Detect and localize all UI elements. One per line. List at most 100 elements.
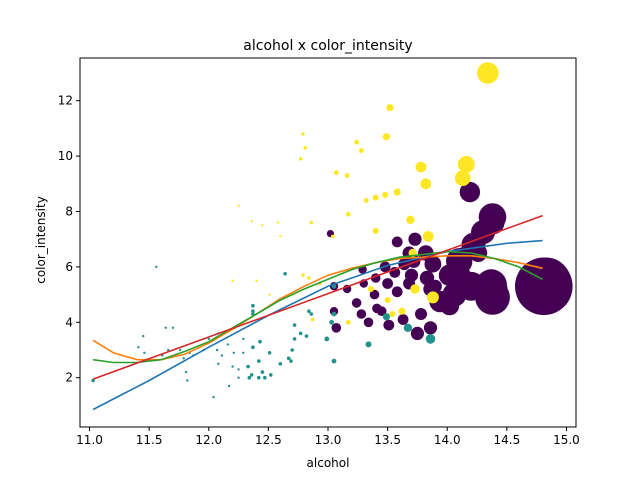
x-tick-label: 12.5	[255, 433, 282, 447]
data-point	[207, 337, 210, 341]
data-point	[298, 331, 303, 336]
data-point	[459, 181, 481, 203]
data-point	[363, 198, 369, 203]
data-point	[426, 291, 439, 304]
data-point	[410, 284, 420, 294]
data-point	[386, 104, 394, 112]
data-point	[415, 161, 427, 173]
data-point	[186, 379, 189, 382]
data-point	[304, 334, 309, 338]
data-point	[345, 319, 351, 325]
data-point	[406, 215, 415, 224]
data-point	[242, 337, 245, 341]
data-point	[220, 354, 224, 357]
data-point	[309, 220, 314, 225]
data-point	[257, 375, 261, 380]
data-point	[179, 348, 182, 352]
data-point	[292, 323, 297, 327]
data-point	[391, 236, 403, 248]
data-point	[453, 284, 470, 300]
data-point	[292, 337, 297, 341]
data-point	[237, 204, 240, 208]
data-point	[232, 351, 235, 354]
data-point	[382, 278, 393, 289]
data-point	[333, 170, 339, 176]
data-point	[307, 276, 311, 280]
data-point	[286, 356, 291, 361]
data-point	[382, 313, 390, 321]
data-point	[477, 62, 499, 84]
scatter-points	[91, 62, 573, 399]
data-point	[184, 370, 188, 374]
data-point	[278, 362, 283, 366]
data-point	[290, 348, 295, 352]
data-point	[324, 336, 330, 342]
data-point	[344, 173, 350, 178]
data-point	[227, 384, 231, 388]
data-point	[231, 365, 234, 368]
y-tick-label: 8	[65, 204, 73, 218]
data-point	[398, 307, 406, 315]
fit-curves	[92, 214, 543, 411]
data-point	[354, 139, 359, 145]
data-point	[237, 376, 240, 379]
data-point	[397, 314, 409, 325]
data-point	[164, 326, 167, 329]
data-point	[365, 341, 372, 348]
y-tick-label: 6	[65, 260, 73, 274]
data-point	[307, 309, 311, 314]
data-point	[454, 170, 471, 186]
data-point	[301, 273, 305, 278]
data-point	[372, 194, 379, 201]
data-point	[393, 188, 401, 196]
x-tick-label: 14.5	[493, 433, 520, 447]
x-tick-label: 12.0	[195, 433, 222, 447]
x-tick-label: 11.5	[136, 433, 163, 447]
data-point	[369, 289, 380, 300]
data-point	[423, 321, 438, 335]
data-point	[260, 370, 265, 374]
data-point	[367, 286, 374, 292]
data-point	[215, 348, 219, 352]
data-point	[137, 346, 140, 349]
data-point	[521, 257, 571, 307]
data-point	[310, 317, 315, 322]
data-point	[383, 319, 395, 331]
data-point	[143, 351, 146, 354]
data-point	[309, 312, 314, 316]
x-axis: 11.0 11.5 12.0 12.5 13.0 13.5 14.0 14.5 15.0	[76, 427, 580, 447]
y-tick-label: 10	[58, 149, 73, 163]
y-tick-label: 12	[58, 94, 73, 108]
data-point	[428, 279, 442, 293]
data-point	[331, 358, 337, 364]
x-tick-label: 13.0	[315, 433, 342, 447]
x-axis-label: alcohol	[307, 456, 350, 470]
data-point	[463, 272, 481, 290]
data-point	[142, 334, 145, 338]
data-point	[331, 323, 342, 333]
data-point	[231, 279, 234, 282]
fit-line	[92, 214, 543, 380]
data-point	[382, 133, 390, 141]
fit-line	[92, 239, 543, 411]
data-point	[356, 309, 367, 319]
data-point	[276, 221, 280, 224]
data-point	[167, 348, 170, 352]
data-point	[425, 334, 436, 344]
data-point	[351, 298, 362, 308]
x-tick-label: 13.5	[374, 433, 401, 447]
x-tick-label: 14.0	[434, 433, 461, 447]
data-point	[363, 317, 374, 328]
data-point	[303, 146, 308, 150]
data-point	[217, 362, 220, 365]
data-point	[246, 364, 250, 369]
chart-title: alcohol x color_intensity	[243, 38, 412, 54]
data-point	[182, 357, 185, 360]
data-point	[283, 272, 287, 276]
y-axis: 2 4 6 8 10 12	[58, 94, 80, 385]
data-point	[471, 220, 495, 245]
data-point	[279, 235, 282, 238]
data-point	[289, 359, 293, 363]
data-point	[250, 220, 253, 223]
